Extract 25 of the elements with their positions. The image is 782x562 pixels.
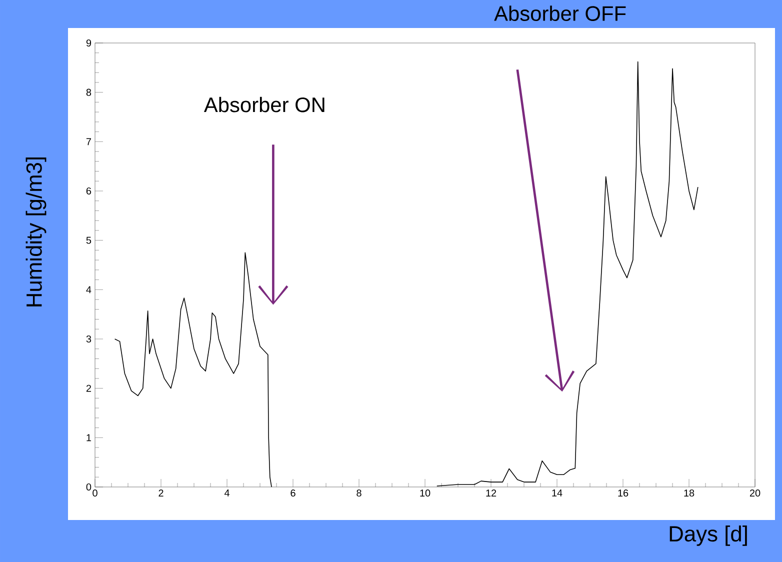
x-tick-label: 0 [92, 490, 98, 497]
x-tick-label: 4 [224, 490, 230, 496]
x-tick-label: 10 [420, 490, 430, 497]
y-tick-label: 1 [86, 434, 92, 442]
y-tick-label: 7 [86, 138, 91, 146]
y-tick-label: 4 [86, 286, 92, 294]
y-tick-label: 2 [86, 384, 91, 392]
annotation: Absorber ON [204, 96, 324, 112]
x-tick-label: 18 [684, 490, 694, 497]
y-tick-label: 3 [86, 335, 92, 343]
x-tick-label: 16 [618, 490, 628, 497]
y-tick-label: 6 [86, 187, 92, 195]
x-tick-label: 2 [158, 490, 164, 496]
x-tick-label: 12 [486, 490, 496, 496]
x-tick-label: 14 [552, 490, 562, 496]
x-tick-label: 20 [750, 490, 760, 497]
x-axis-title: Days [d] [670, 525, 747, 546]
text: Absorber OFF [494, 6, 626, 21]
x-tick-label: 8 [356, 490, 362, 497]
y-tick-label: 8 [86, 88, 92, 96]
y-tick-label: 5 [86, 236, 92, 244]
y-tick-label: 0 [86, 483, 92, 491]
y-axis-title: Humidity [g/m3] [26, 157, 46, 306]
y-tick-label: 9 [86, 39, 92, 47]
x-tick-label: 6 [290, 490, 296, 497]
